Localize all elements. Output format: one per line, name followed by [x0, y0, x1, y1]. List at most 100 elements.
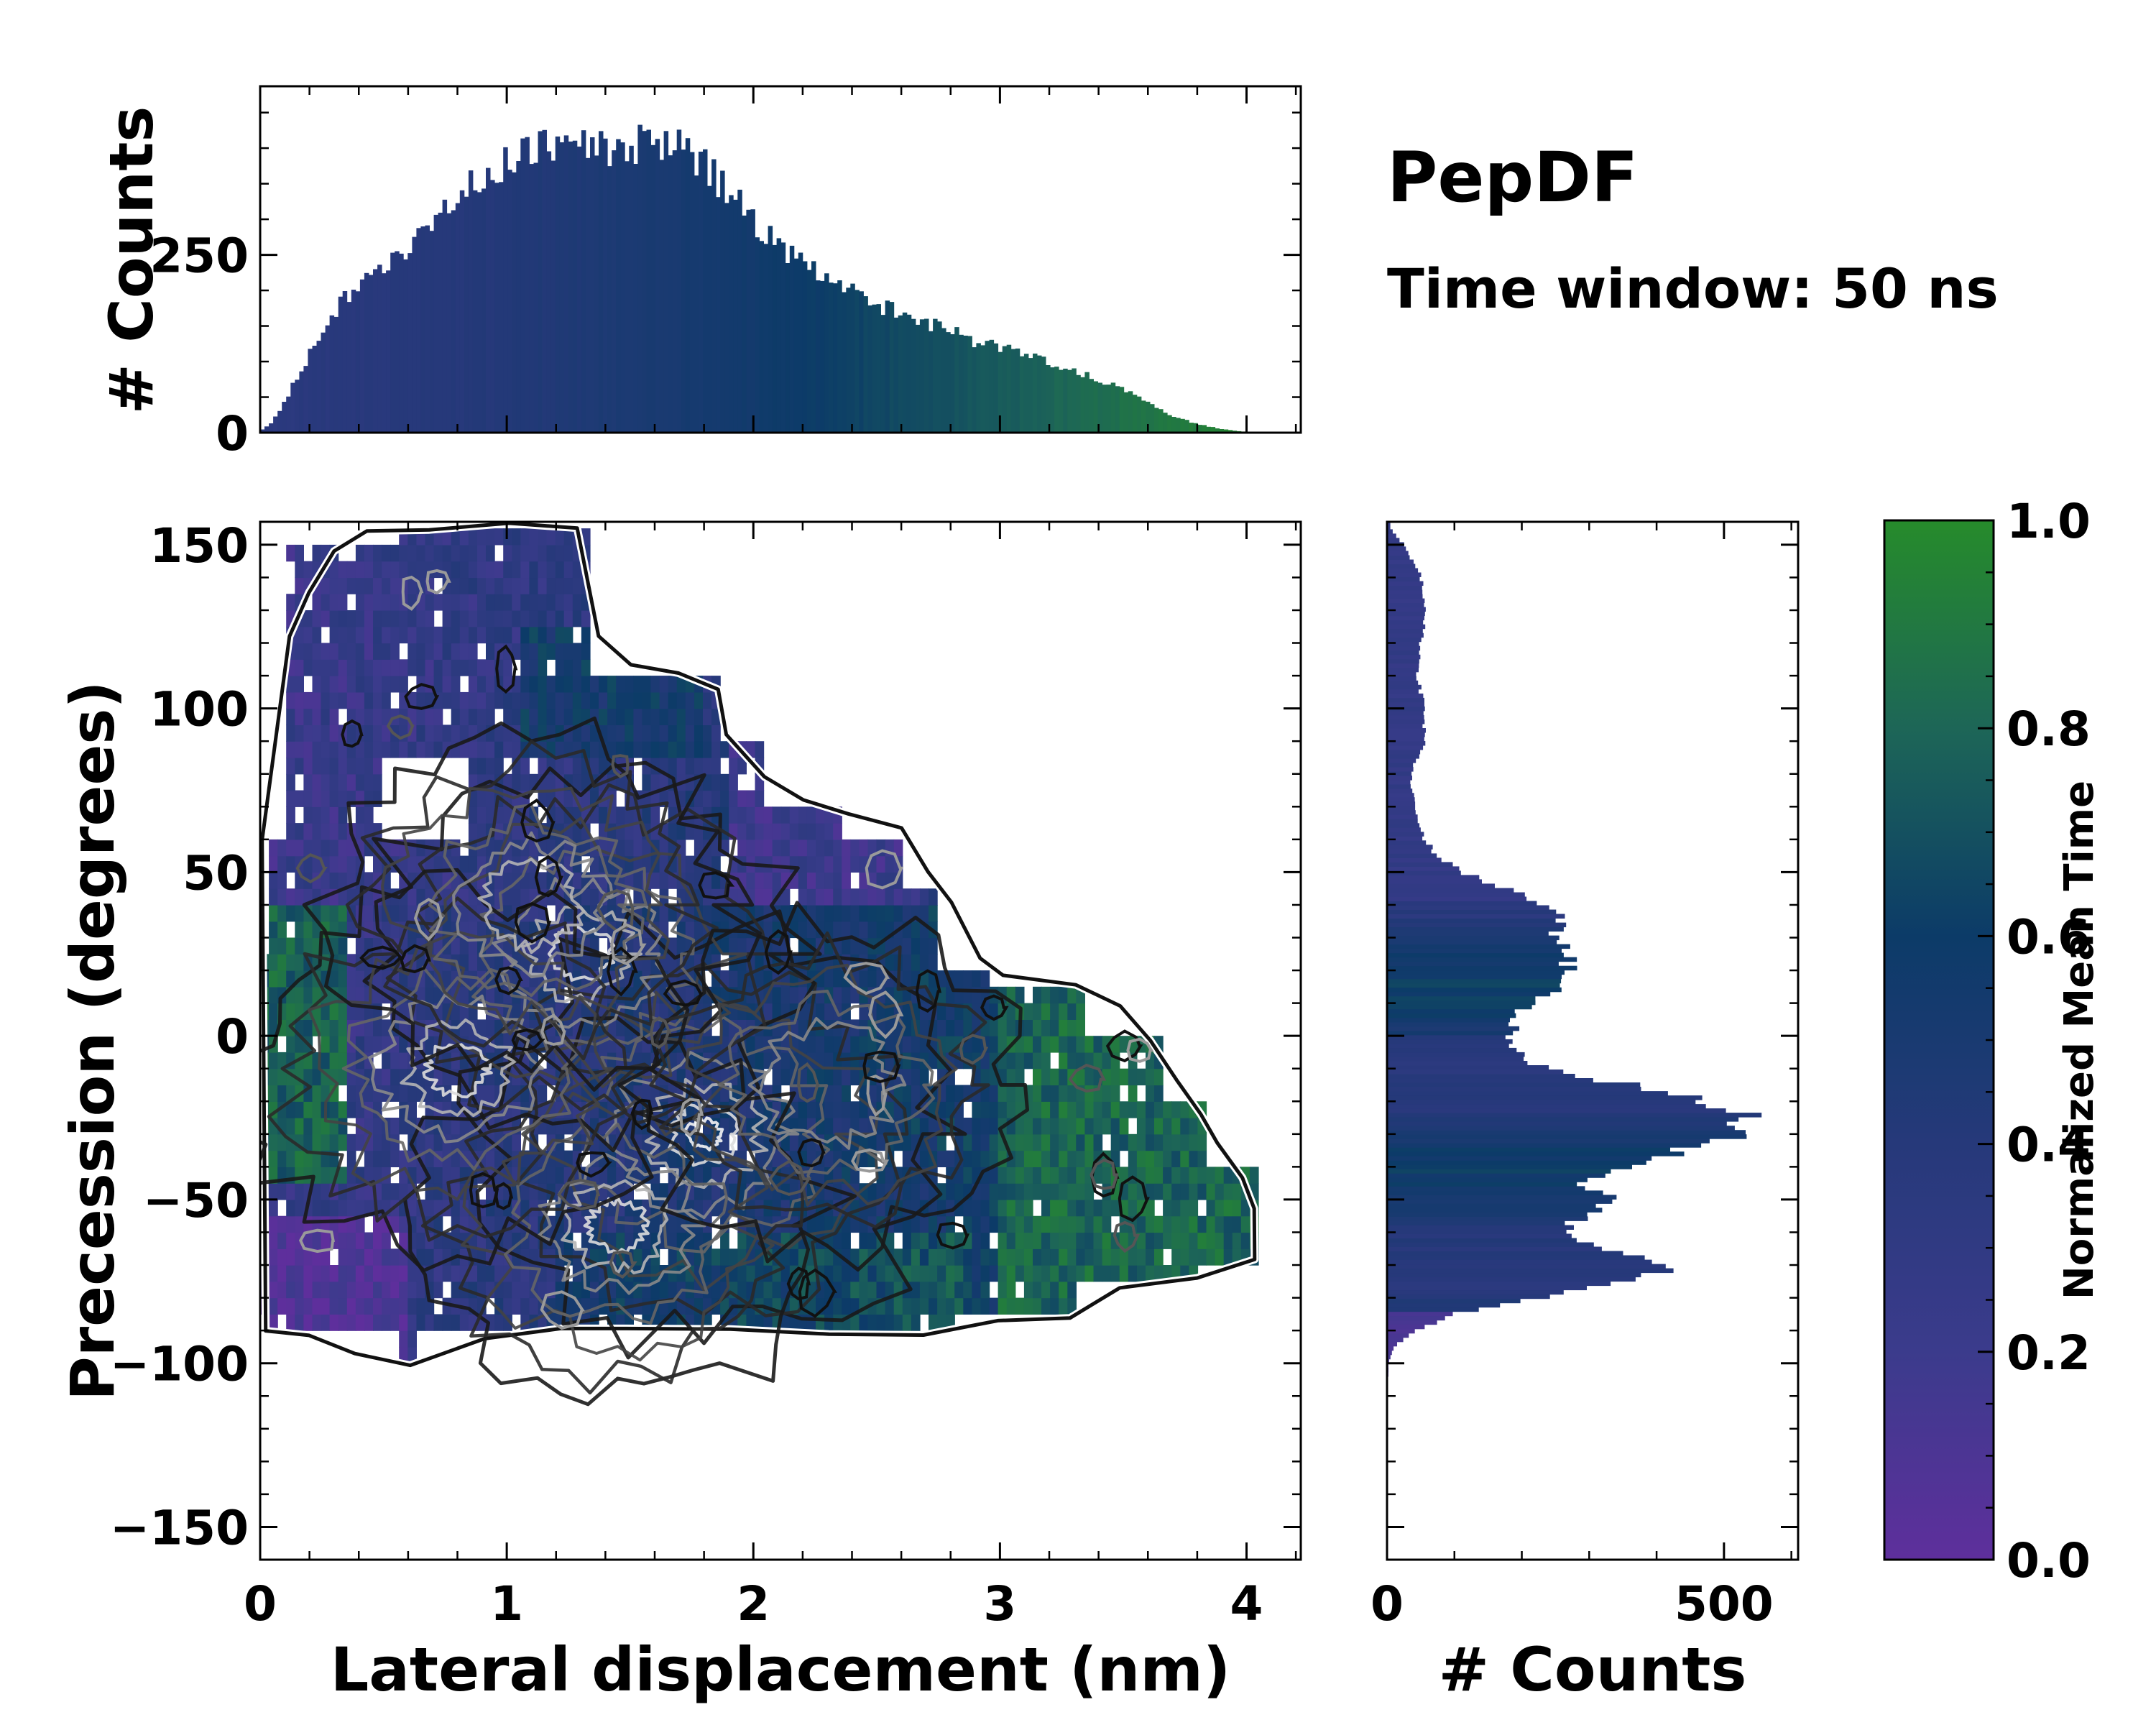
heatmap-cell [338, 1232, 348, 1249]
x-tick-label: 1 [490, 1576, 523, 1632]
heatmap-cell [780, 1314, 791, 1331]
heatmap-cell [902, 1183, 912, 1200]
right-histogram-bar [1387, 1013, 1516, 1018]
heatmap-cell [346, 773, 356, 791]
heatmap-cell [277, 839, 287, 857]
heatmap-cell [1015, 986, 1025, 1004]
heatmap-cell [720, 790, 729, 807]
heatmap-cell [590, 758, 599, 775]
heatmap-cell [772, 1281, 782, 1299]
heatmap-cell [321, 659, 331, 676]
heatmap-cell [407, 1101, 417, 1118]
heatmap-cell [1154, 1248, 1164, 1266]
heatmap-cell [269, 921, 278, 939]
heatmap-cell [312, 708, 322, 725]
top-histogram-bar [642, 131, 647, 433]
heatmap-cell [833, 905, 842, 922]
heatmap-cell [277, 888, 287, 906]
colorbar-tick-label: 0.0 [2007, 1533, 2091, 1588]
heatmap-cell [1110, 1133, 1120, 1151]
heatmap-cell [295, 1150, 304, 1167]
heatmap-cell [746, 823, 756, 840]
heatmap-cell [277, 1265, 287, 1282]
heatmap-cell [555, 758, 565, 775]
heatmap-cell [1189, 1215, 1199, 1233]
heatmap-cell [520, 773, 530, 791]
heatmap-cell [911, 921, 921, 939]
heatmap-cell [1093, 1052, 1103, 1070]
right-histogram-bar [1387, 1100, 1696, 1105]
heatmap-cell [919, 1019, 929, 1036]
top-histogram-bar [911, 318, 916, 433]
heatmap-cell [876, 1314, 886, 1331]
heatmap-cell [407, 610, 417, 627]
heatmap-cell [590, 676, 599, 693]
top-histogram-bar [967, 336, 972, 433]
heatmap-cell [1146, 1215, 1155, 1233]
heatmap-cell [321, 872, 331, 889]
heatmap-cell [989, 1118, 999, 1135]
heatmap-cell [373, 643, 382, 660]
heatmap-cell [1189, 1133, 1199, 1151]
right-histogram-bar [1387, 1143, 1702, 1148]
heatmap-cell [286, 1232, 295, 1249]
heatmap-cell [1059, 1248, 1068, 1266]
heatmap-cell [364, 872, 374, 889]
heatmap-cell [668, 1281, 678, 1299]
top-histogram-bar [594, 155, 599, 433]
heatmap-cell [1110, 1265, 1120, 1282]
heatmap-cell [1249, 1167, 1259, 1184]
right-histogram-bar [1387, 1199, 1613, 1204]
heatmap-cell [572, 1297, 582, 1315]
heatmap-cell [668, 708, 678, 725]
top-histogram-bar [1158, 409, 1164, 433]
heatmap-cell [321, 1265, 331, 1282]
heatmap-cell [1093, 1199, 1103, 1217]
heatmap-cell [780, 806, 791, 824]
heatmap-cell [859, 1118, 869, 1135]
density-contour-island [341, 719, 364, 748]
top-histogram-bar [420, 226, 425, 433]
heatmap-cell [581, 1232, 591, 1249]
right-histogram-bar [1387, 1255, 1645, 1260]
density-contour [521, 906, 642, 1008]
heatmap-cell [512, 1281, 521, 1299]
heatmap-cell [486, 1265, 495, 1282]
heatmap-cell [520, 758, 530, 775]
heatmap-cell [1093, 1133, 1103, 1151]
heatmap-cell [338, 1036, 348, 1053]
heatmap-cell [364, 758, 374, 775]
heatmap-cell [1067, 1167, 1077, 1184]
heatmap-cell [1206, 1215, 1216, 1233]
heatmap-cell [346, 1297, 356, 1315]
heatmap-cell [338, 1133, 348, 1151]
heatmap-cell [642, 1085, 652, 1102]
heatmap-cell [850, 1281, 860, 1299]
right-histogram-bar [1387, 1350, 1392, 1356]
heatmap-cell [1084, 1133, 1095, 1151]
density-contour [308, 930, 614, 1201]
heatmap-cell [407, 741, 417, 758]
heatmap-cell [486, 610, 495, 627]
top-histogram-bar [559, 142, 565, 433]
heatmap-cell [373, 691, 382, 709]
heatmap-cell [520, 544, 530, 562]
heatmap-cell [746, 872, 756, 889]
heatmap-cell [295, 544, 304, 562]
heatmap-cell [711, 790, 721, 807]
top-histogram-bar [308, 349, 313, 433]
heatmap-cell [998, 1281, 1008, 1299]
heatmap-cell [459, 741, 469, 758]
top-histogram-bar [946, 332, 951, 433]
heatmap-cell [312, 1133, 322, 1151]
heatmap-cell [1041, 1265, 1051, 1282]
heatmap-cell [885, 1232, 895, 1249]
top-histogram-bar [429, 231, 434, 433]
top-histogram-bar [442, 199, 448, 433]
top-histogram-bar [373, 269, 378, 433]
heatmap-cell [563, 577, 573, 594]
heatmap-cell [954, 1019, 964, 1036]
heatmap-cell [1128, 1133, 1138, 1151]
heatmap-cell [312, 790, 322, 807]
heatmap-cell [329, 872, 339, 889]
